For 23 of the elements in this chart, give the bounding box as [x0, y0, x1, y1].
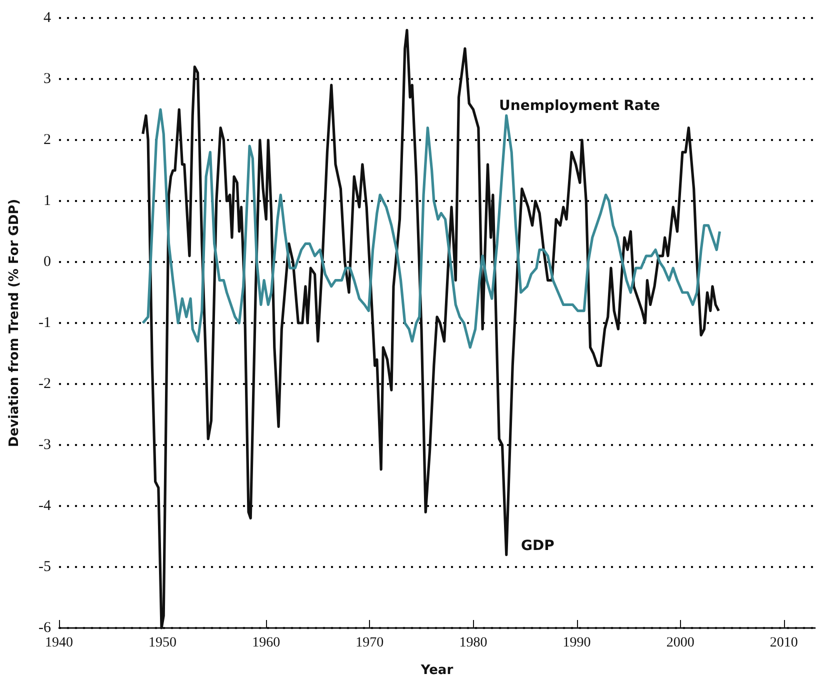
y-tick-label: -2 [38, 376, 51, 392]
x-tick-label: 1940 [45, 636, 73, 650]
y-tick-label: 1 [44, 193, 51, 209]
series-label: Unemployment Rate [499, 98, 660, 114]
y-tick-label: -1 [38, 315, 51, 331]
x-axis-title: Year [420, 663, 454, 678]
x-tick-label: 1980 [459, 636, 488, 650]
series-label: GDP [521, 538, 554, 554]
y-tick-label: 4 [44, 10, 52, 26]
x-tick-label: 2000 [666, 636, 694, 650]
y-tick-label: -5 [38, 559, 51, 575]
y-tick-label: 0 [44, 254, 51, 270]
x-tick-label: 1970 [356, 636, 384, 650]
y-tick-label: -4 [38, 498, 52, 514]
x-tick-label: 1960 [252, 636, 280, 650]
x-tick-label: 2010 [770, 636, 798, 650]
y-tick-label: -3 [38, 437, 51, 453]
y-tick-label: 2 [44, 132, 51, 148]
y-tick-label: 3 [44, 71, 51, 87]
x-tick-label: 1990 [562, 636, 591, 650]
y-tick-label: -6 [38, 620, 52, 636]
x-tick-label: 1950 [148, 636, 177, 650]
y-axis-title: Deviation from Trend (% For GDP) [7, 198, 22, 448]
